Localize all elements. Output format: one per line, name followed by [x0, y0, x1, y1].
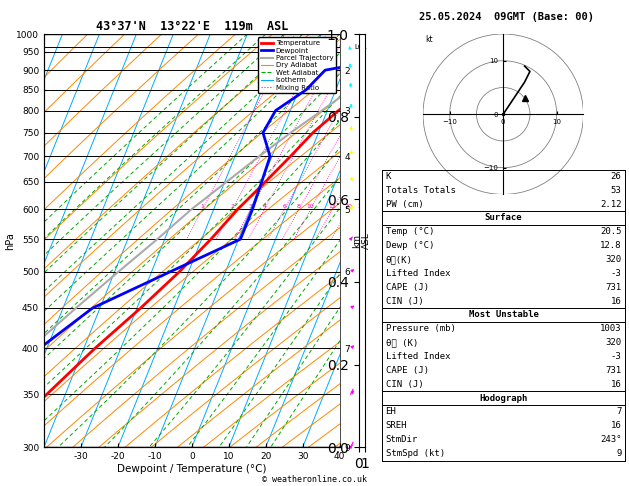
Text: θᴇ(K): θᴇ(K) [386, 255, 413, 264]
Text: StmSpd (kt): StmSpd (kt) [386, 449, 445, 458]
Text: PW (cm): PW (cm) [386, 200, 423, 208]
Text: 2.12: 2.12 [600, 200, 621, 208]
Text: 16: 16 [611, 421, 621, 430]
Text: Temp (°C): Temp (°C) [386, 227, 434, 236]
Y-axis label: km
ASL: km ASL [352, 232, 371, 249]
Text: θᴇ (K): θᴇ (K) [386, 338, 418, 347]
Text: 7: 7 [616, 407, 621, 417]
Text: -3: -3 [611, 269, 621, 278]
Text: StmDir: StmDir [386, 435, 418, 444]
Text: EH: EH [386, 407, 396, 417]
Text: 8: 8 [297, 204, 301, 209]
Text: 6: 6 [282, 204, 286, 209]
Text: 243°: 243° [600, 435, 621, 444]
Text: Most Unstable: Most Unstable [469, 311, 538, 319]
Text: Surface: Surface [485, 213, 522, 223]
Text: 731: 731 [605, 366, 621, 375]
Text: 25: 25 [357, 204, 365, 209]
Text: CIN (J): CIN (J) [386, 380, 423, 389]
Text: K: K [386, 172, 391, 181]
Text: Dewp (°C): Dewp (°C) [386, 241, 434, 250]
Text: Hodograph: Hodograph [479, 394, 528, 402]
Text: SREH: SREH [386, 421, 407, 430]
Text: 20.5: 20.5 [600, 227, 621, 236]
Text: 16: 16 [611, 380, 621, 389]
Y-axis label: hPa: hPa [5, 232, 14, 249]
Text: Pressure (mb): Pressure (mb) [386, 324, 455, 333]
X-axis label: Dewpoint / Temperature (°C): Dewpoint / Temperature (°C) [117, 464, 267, 474]
Text: 1003: 1003 [600, 324, 621, 333]
Text: 16: 16 [611, 296, 621, 306]
Text: 3: 3 [249, 204, 253, 209]
Text: 320: 320 [605, 255, 621, 264]
Text: 320: 320 [605, 338, 621, 347]
Text: 1: 1 [201, 204, 204, 209]
Text: Lifted Index: Lifted Index [386, 269, 450, 278]
Text: © weatheronline.co.uk: © weatheronline.co.uk [262, 474, 367, 484]
Text: CIN (J): CIN (J) [386, 296, 423, 306]
Text: 731: 731 [605, 283, 621, 292]
Text: kt: kt [426, 35, 433, 44]
Text: Lifted Index: Lifted Index [386, 352, 450, 361]
Text: CAPE (J): CAPE (J) [386, 283, 428, 292]
Title: 43°37'N  13°22'E  119m  ASL: 43°37'N 13°22'E 119m ASL [96, 20, 288, 33]
Text: LCL: LCL [355, 44, 367, 51]
Text: 4: 4 [262, 204, 267, 209]
Text: CAPE (J): CAPE (J) [386, 366, 428, 375]
Text: -3: -3 [611, 352, 621, 361]
Legend: Temperature, Dewpoint, Parcel Trajectory, Dry Adiabat, Wet Adiabat, Isotherm, Mi: Temperature, Dewpoint, Parcel Trajectory… [258, 37, 336, 93]
Text: 12.8: 12.8 [600, 241, 621, 250]
Text: 20: 20 [345, 204, 352, 209]
Text: 26: 26 [611, 172, 621, 181]
Text: 10: 10 [307, 204, 314, 209]
Text: Totals Totals: Totals Totals [386, 186, 455, 195]
Text: 53: 53 [611, 186, 621, 195]
Text: 9: 9 [616, 449, 621, 458]
Text: 25.05.2024  09GMT (Base: 00): 25.05.2024 09GMT (Base: 00) [419, 12, 594, 22]
Text: 15: 15 [328, 204, 337, 209]
Text: 2: 2 [230, 204, 235, 209]
